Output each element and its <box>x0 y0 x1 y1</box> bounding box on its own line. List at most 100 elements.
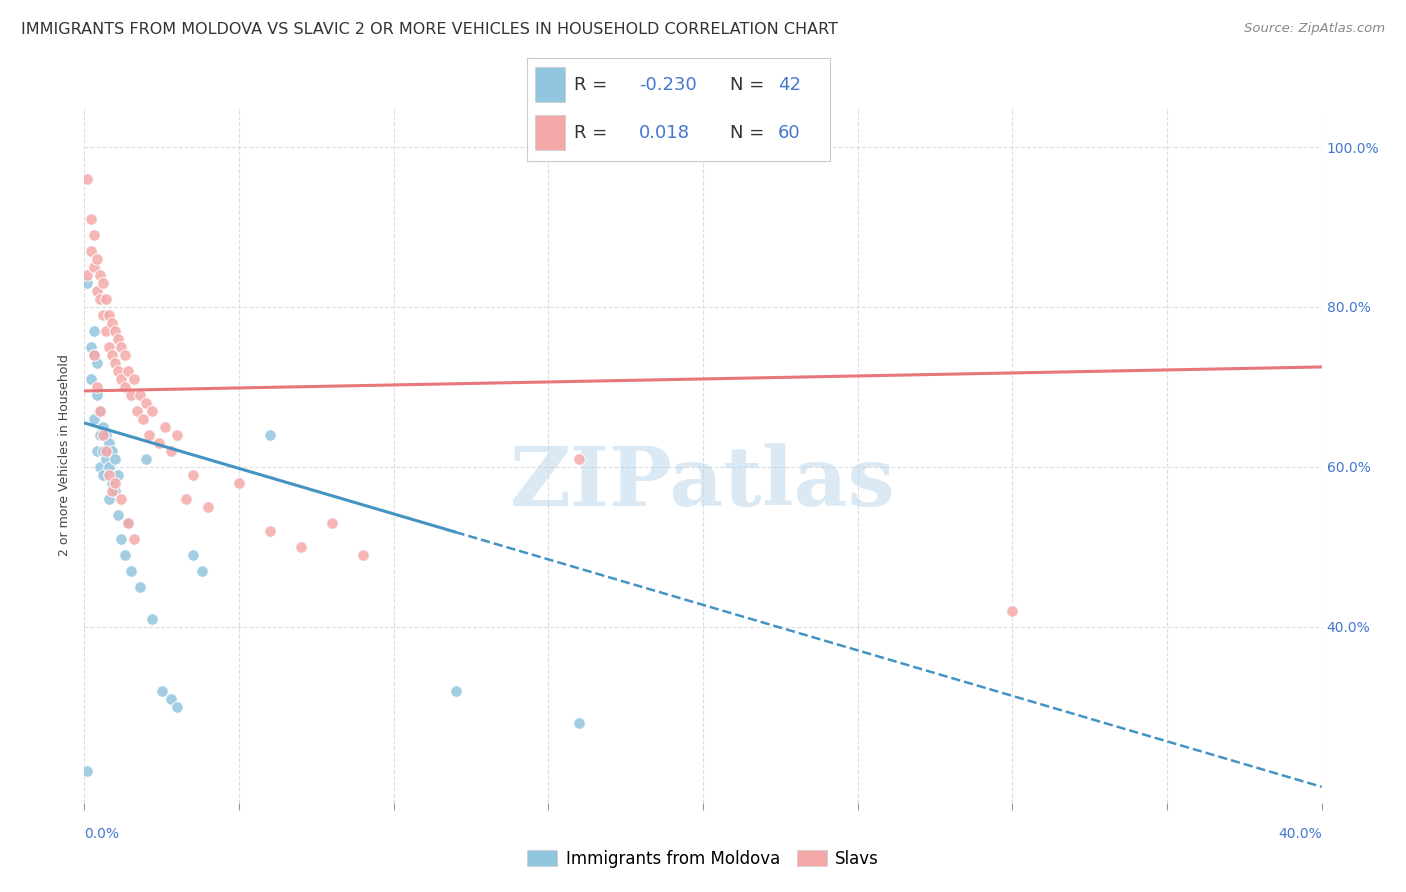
Point <box>110 532 132 546</box>
Point <box>94 324 117 338</box>
Point <box>83 412 105 426</box>
Point <box>86 380 108 394</box>
Point <box>181 467 204 482</box>
Point <box>89 404 111 418</box>
Text: 42: 42 <box>778 76 801 94</box>
Point <box>104 451 127 466</box>
Point <box>107 508 129 522</box>
Point <box>98 467 121 482</box>
Point <box>91 428 114 442</box>
Point <box>114 348 136 362</box>
Point <box>76 764 98 778</box>
Point <box>79 340 101 354</box>
Point <box>117 516 139 530</box>
Point <box>91 467 114 482</box>
Y-axis label: 2 or more Vehicles in Household: 2 or more Vehicles in Household <box>58 354 72 556</box>
Point <box>83 227 105 242</box>
Point <box>94 428 117 442</box>
Point <box>110 372 132 386</box>
Point <box>101 348 124 362</box>
Point <box>89 459 111 474</box>
Bar <box>534 115 565 150</box>
Point <box>89 428 111 442</box>
Point <box>176 491 198 506</box>
Point <box>135 451 157 466</box>
Text: N =: N = <box>730 124 763 142</box>
Point <box>89 268 111 282</box>
Text: Source: ZipAtlas.com: Source: ZipAtlas.com <box>1244 22 1385 36</box>
Point <box>568 715 591 730</box>
Point <box>104 483 127 498</box>
Point <box>117 364 139 378</box>
Point <box>94 451 117 466</box>
Text: 0.018: 0.018 <box>640 124 690 142</box>
Point <box>83 260 105 274</box>
Point <box>150 683 173 698</box>
Text: 0.0%: 0.0% <box>84 827 120 841</box>
Point <box>98 308 121 322</box>
Point <box>444 683 467 698</box>
Point <box>98 340 121 354</box>
Point <box>89 292 111 306</box>
Point <box>321 516 343 530</box>
Point <box>197 500 219 514</box>
Point <box>86 284 108 298</box>
Point <box>228 475 250 490</box>
Point <box>259 428 281 442</box>
Point <box>107 332 129 346</box>
Point <box>129 388 152 402</box>
Point <box>138 428 160 442</box>
Point <box>98 491 121 506</box>
Point <box>94 292 117 306</box>
Point <box>86 388 108 402</box>
Point <box>91 420 114 434</box>
Point <box>86 444 108 458</box>
Point <box>352 548 374 562</box>
Point <box>132 412 155 426</box>
Point <box>290 540 312 554</box>
Point <box>98 459 121 474</box>
Point <box>141 612 163 626</box>
Point <box>91 444 114 458</box>
Point <box>101 316 124 330</box>
Point <box>568 451 591 466</box>
Text: R =: R = <box>574 76 607 94</box>
Bar <box>534 67 565 102</box>
Point <box>79 244 101 258</box>
Point <box>86 356 108 370</box>
Point <box>153 420 176 434</box>
Point <box>104 324 127 338</box>
Point <box>160 691 183 706</box>
Point <box>114 548 136 562</box>
Point <box>101 444 124 458</box>
Point <box>79 372 101 386</box>
Point <box>86 252 108 266</box>
Text: 40.0%: 40.0% <box>1278 827 1322 841</box>
Point <box>91 276 114 290</box>
Text: R =: R = <box>574 124 607 142</box>
Point <box>110 340 132 354</box>
Point <box>91 308 114 322</box>
Legend: Immigrants from Moldova, Slavs: Immigrants from Moldova, Slavs <box>520 843 886 874</box>
Point <box>191 564 214 578</box>
Point <box>1001 604 1024 618</box>
Point <box>117 516 139 530</box>
Point <box>89 404 111 418</box>
Point <box>141 404 163 418</box>
Point <box>101 475 124 490</box>
Point <box>83 324 105 338</box>
Point <box>104 475 127 490</box>
Point <box>166 699 188 714</box>
Point <box>166 428 188 442</box>
Point <box>107 364 129 378</box>
Point <box>120 388 142 402</box>
Point <box>114 380 136 394</box>
Point <box>104 356 127 370</box>
Point <box>122 372 145 386</box>
Point <box>107 467 129 482</box>
Text: IMMIGRANTS FROM MOLDOVA VS SLAVIC 2 OR MORE VEHICLES IN HOUSEHOLD CORRELATION CH: IMMIGRANTS FROM MOLDOVA VS SLAVIC 2 OR M… <box>21 22 838 37</box>
Point <box>83 348 105 362</box>
Point <box>94 444 117 458</box>
Text: ZIPatlas: ZIPatlas <box>510 442 896 523</box>
Point <box>259 524 281 538</box>
